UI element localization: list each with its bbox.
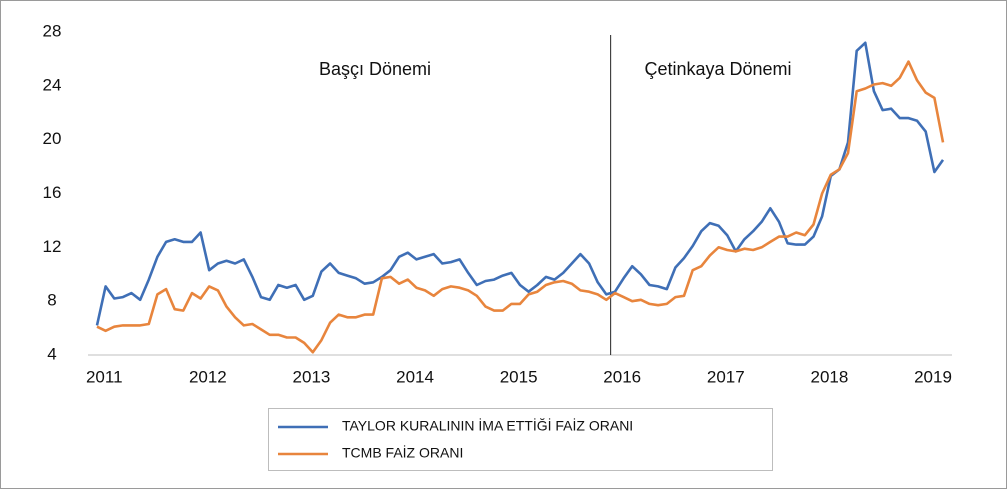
legend-label: TCMB FAİZ ORANI [342, 444, 463, 461]
x-tick-label: 2014 [396, 367, 434, 386]
y-tick-label: 28 [43, 21, 62, 40]
y-tick-label: 12 [43, 237, 62, 256]
x-tick-label: 2013 [293, 367, 331, 386]
y-tick-label: 24 [43, 75, 62, 94]
x-tick-label: 2017 [707, 367, 745, 386]
x-tick-label: 2018 [810, 367, 848, 386]
y-tick-label: 16 [43, 183, 62, 202]
series-line [96, 60, 945, 354]
annotation: Başçı Dönemi [319, 59, 431, 79]
x-tick-label: 2019 [914, 367, 952, 386]
y-tick-label: 20 [43, 129, 62, 148]
x-tick-label: 2015 [500, 367, 538, 386]
x-tick-label: 2016 [603, 367, 641, 386]
y-tick-label: 4 [47, 344, 56, 363]
annotation: Çetinkaya Dönemi [644, 59, 791, 79]
legend-box [268, 408, 773, 471]
x-tick-label: 2012 [189, 367, 227, 386]
series-line [95, 41, 945, 326]
y-tick-label: 8 [47, 291, 56, 310]
legend-label: TAYLOR KURALININ İMA ETTİĞİ FAİZ ORANI [342, 417, 633, 434]
x-tick-label: 2011 [86, 367, 123, 386]
